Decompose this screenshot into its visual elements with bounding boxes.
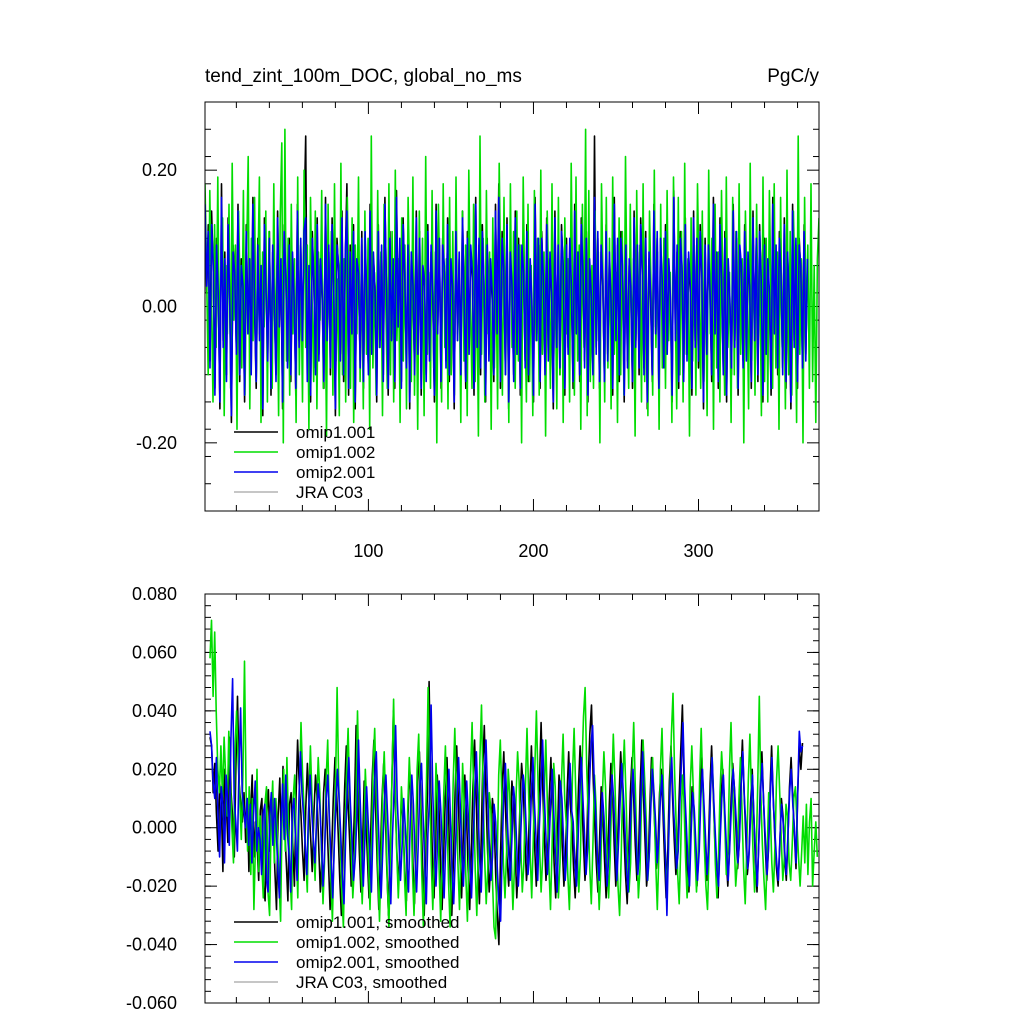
legend-label: omip1.002 <box>296 443 375 462</box>
panel-units-label: PgC/y <box>767 66 819 87</box>
y-tick-label: 0.040 <box>132 701 177 721</box>
panel-title-left: tend_zint_100m_DOC, global_no_ms <box>205 66 522 87</box>
legend-label: JRA C03 <box>296 483 363 502</box>
legend-label: omip2.001, smoothed <box>296 953 460 972</box>
x-tick-label: 300 <box>683 541 713 561</box>
x-tick-label: 200 <box>518 541 548 561</box>
top-panel-plot-area <box>205 128 819 444</box>
bottom-panel-tick-labels: -0.060 -0.040 -0.020 0.000 0.020 0.040 0.060 0.… <box>126 584 177 1013</box>
series-line-omip2-001-smoothed <box>209 677 804 923</box>
y-tick-label: 0.00 <box>142 297 177 317</box>
x-tick-label: 100 <box>353 541 383 561</box>
legend-label: omip1.001, smoothed <box>296 913 460 932</box>
y-tick-label: -0.060 <box>126 993 177 1013</box>
y-tick-label: -0.020 <box>126 876 177 896</box>
y-tick-label: 0.060 <box>132 642 177 662</box>
legend-label: omip1.001 <box>296 423 375 442</box>
bottom-panel-plot-area <box>209 619 819 946</box>
top-panel-frame <box>204 101 820 512</box>
legend-label: omip2.001 <box>296 463 375 482</box>
series-line-omip1-002 <box>205 128 819 444</box>
y-tick-label: -0.20 <box>136 433 177 453</box>
y-tick-label: 0.020 <box>132 759 177 779</box>
series-line-omip2-001 <box>205 196 809 417</box>
y-tick-label: -0.040 <box>126 935 177 955</box>
legend-label: omip1.002, smoothed <box>296 933 460 952</box>
series-line-omip1-002-smoothed <box>209 619 819 940</box>
legend-label: JRA C03, smoothed <box>296 973 447 992</box>
bottom-panel-frame <box>204 593 820 1004</box>
y-tick-label: 0.000 <box>132 818 177 838</box>
top-panel: -0.20 0.00 0.20 100 200 300 omip1.001omip1.00… <box>136 101 820 561</box>
y-tick-label: 0.080 <box>132 584 177 604</box>
top-panel-tick-labels: -0.20 0.00 0.20 100 200 300 <box>136 160 714 561</box>
bottom-panel: -0.060 -0.040 -0.020 0.000 0.020 0.040 0.060 0.… <box>126 584 820 1013</box>
y-tick-label: 0.20 <box>142 160 177 180</box>
